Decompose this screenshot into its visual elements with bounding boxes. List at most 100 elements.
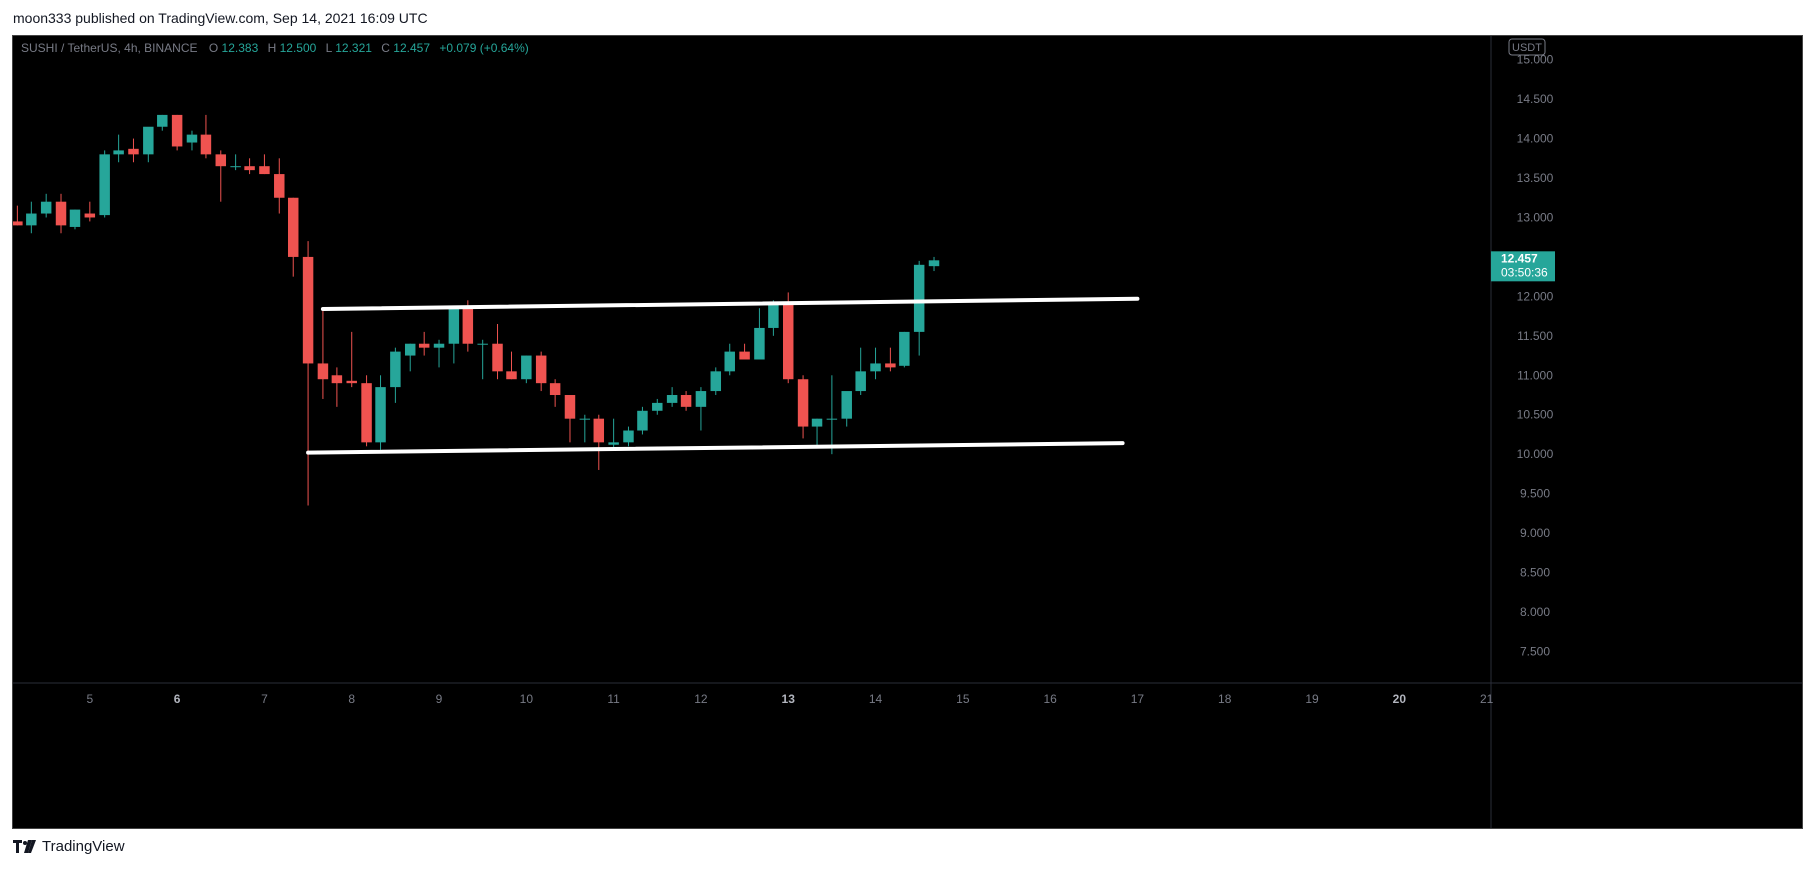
open-key: O: [209, 41, 218, 55]
footer-brand[interactable]: TradingView: [13, 838, 125, 855]
close-key: C: [381, 41, 390, 55]
candle: [448, 308, 460, 364]
currency-badge[interactable]: USDT: [1512, 42, 1542, 54]
candle-body: [826, 418, 838, 420]
candle: [215, 150, 227, 202]
candle-body: [99, 154, 110, 216]
candle: [768, 300, 779, 336]
price-tick-label: 11.000: [1517, 368, 1553, 382]
trendlines-layer: [306, 296, 1140, 455]
candle: [899, 331, 910, 368]
candle: [506, 351, 517, 380]
candle-body: [259, 166, 270, 175]
candle: [186, 130, 198, 151]
candle: [113, 134, 124, 163]
candle-body: [811, 418, 823, 427]
candle-body: [215, 154, 227, 167]
candle: [855, 347, 866, 396]
candle: [913, 260, 925, 356]
candle-body: [390, 351, 401, 388]
time-tick-label: 7: [261, 692, 268, 706]
candle-body: [40, 201, 52, 214]
candle: [99, 150, 110, 218]
candle: [564, 395, 576, 443]
price-tick-label: 15.000: [1517, 53, 1554, 67]
price-chart[interactable]: 15.000 14.500 14.000 13.500 13.000 12.500 12.0…: [13, 36, 1802, 828]
candle-body: [885, 363, 896, 368]
currency-badge-box: [1508, 38, 1546, 56]
candle-body: [666, 395, 678, 403]
support-trendline[interactable]: [306, 441, 1125, 455]
price-tick-label: 12.000: [1517, 289, 1554, 303]
candle: [782, 292, 794, 384]
candle-body: [448, 308, 460, 344]
time-tick-label: 6: [174, 692, 181, 706]
svg-text:SUSHI / TetherUS, 4h, BINANCE: SUSHI / TetherUS, 4h, BINANCE O 12.383 H…: [21, 41, 529, 55]
candle-body: [782, 304, 794, 380]
candle-body: [623, 430, 634, 443]
price-tick-label: 13.500: [1517, 171, 1554, 185]
candle-body: [724, 351, 735, 372]
price-tick-label: 9.500: [1520, 487, 1550, 501]
candle: [84, 201, 96, 222]
candle-body: [535, 355, 547, 384]
candle-body: [418, 343, 430, 348]
candle-body: [506, 371, 517, 380]
candle: [40, 193, 52, 218]
candle: [433, 339, 445, 368]
candle: [13, 205, 23, 226]
candle: [826, 375, 838, 455]
candle: [680, 391, 692, 411]
candle: [157, 114, 168, 131]
candle-body: [13, 221, 23, 226]
candle: [593, 414, 605, 470]
candle: [710, 367, 722, 396]
candle-body: [375, 387, 386, 443]
time-tick-label: 11: [607, 692, 620, 706]
candle: [331, 367, 343, 407]
time-tick-label: 12: [694, 692, 708, 706]
candle: [200, 114, 212, 159]
candle: [230, 154, 241, 171]
candle: [797, 375, 809, 439]
candle-body: [579, 418, 591, 420]
candle-body: [361, 383, 372, 443]
candle: [870, 347, 881, 380]
candle: [346, 331, 357, 388]
candle-body: [113, 150, 124, 155]
change-value: +0.079 (+0.64%): [439, 41, 528, 55]
time-tick-label: 15: [956, 692, 970, 706]
chart-frame[interactable]: 15.000 14.500 14.000 13.500 13.000 12.500 12.0…: [12, 35, 1803, 829]
last-price-background: [1491, 251, 1555, 282]
candle: [259, 154, 270, 175]
candle-body: [462, 308, 474, 344]
candle-body: [186, 134, 198, 143]
time-tick-label: 13: [782, 692, 796, 706]
candle-body: [549, 383, 561, 396]
candle: [695, 387, 707, 431]
candle-body: [913, 264, 925, 332]
last-price-marker: 12.457 03:50:36: [1491, 251, 1555, 282]
candle: [404, 343, 416, 372]
time-tick-label: 21: [1480, 692, 1494, 706]
price-axis: 15.00014.50014.00013.50013.00012.50012.0…: [1517, 53, 1554, 659]
candle-body: [710, 371, 722, 392]
low-key: L: [326, 41, 333, 55]
candle-body: [404, 343, 416, 356]
candle-body: [244, 166, 255, 171]
candle-body: [754, 327, 765, 360]
candle-body: [128, 148, 139, 155]
candle-body: [637, 410, 648, 431]
bar-countdown-label: 03:50:36: [1501, 265, 1548, 279]
resistance-trendline[interactable]: [320, 296, 1140, 312]
time-tick-label: 17: [1131, 692, 1145, 706]
candle: [535, 351, 547, 392]
symbol-label[interactable]: SUSHI / TetherUS, 4h, BINANCE: [21, 41, 198, 55]
candle-body: [928, 260, 940, 267]
candle: [549, 379, 561, 407]
candle: [637, 406, 648, 435]
candle-body: [171, 114, 183, 147]
candle: [171, 114, 183, 151]
candle-body: [695, 391, 707, 407]
candle-body: [739, 351, 750, 360]
